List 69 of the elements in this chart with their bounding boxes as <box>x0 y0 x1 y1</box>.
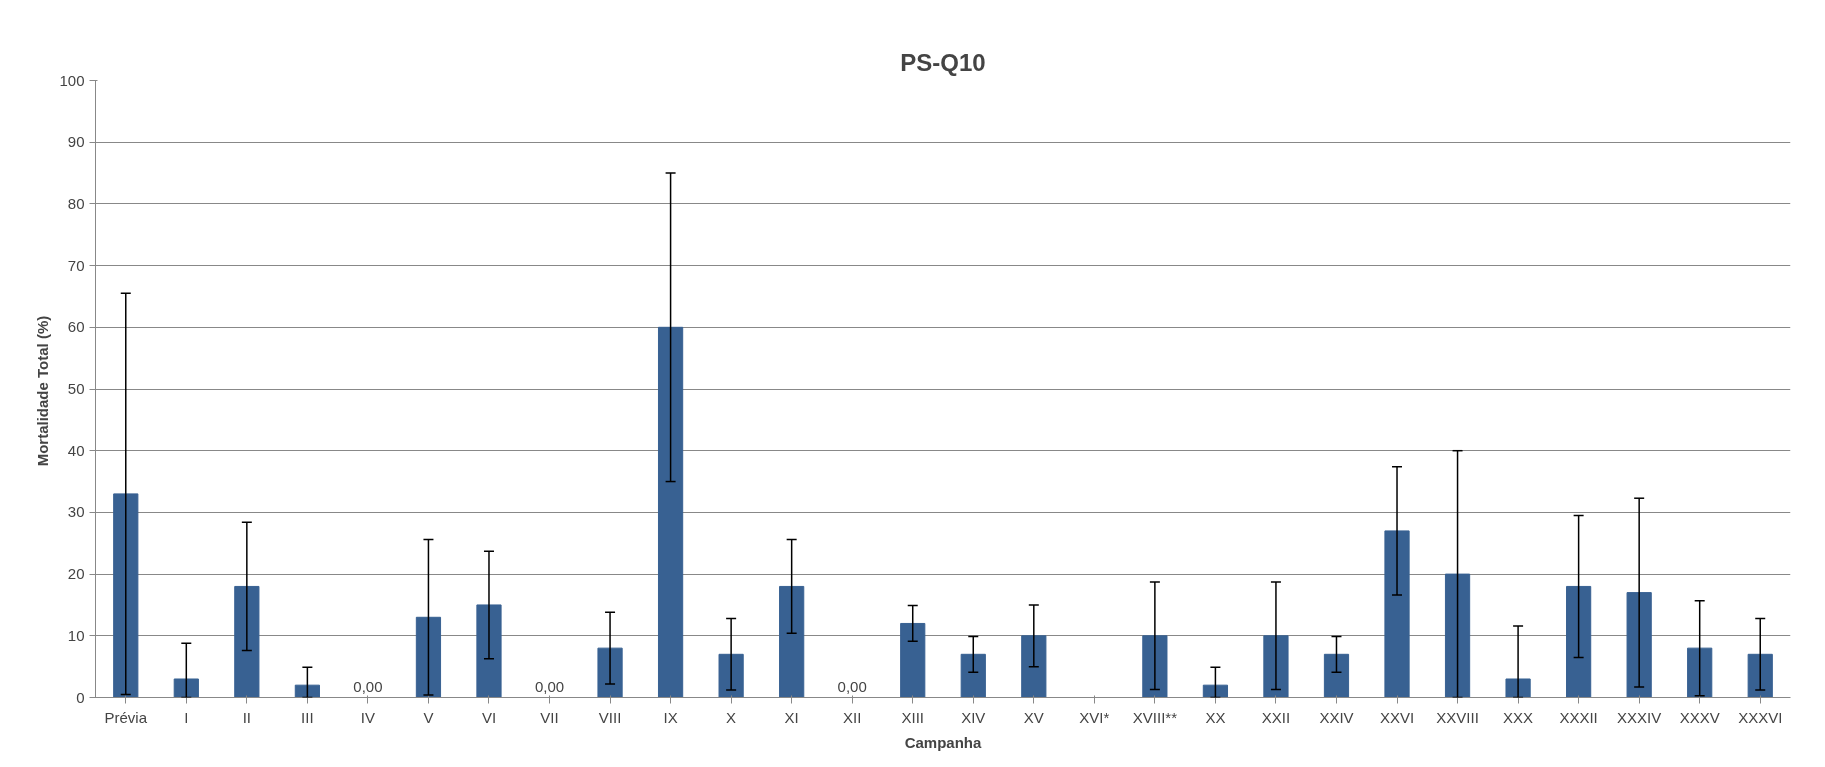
data-label: 0,00 <box>534 677 565 695</box>
x-tick-label: III <box>301 708 314 726</box>
x-tick-label: XXVI <box>1379 708 1415 726</box>
y-axis-title: Mortalidade Total (%) <box>34 315 52 467</box>
y-tick-label: 60 <box>67 318 85 336</box>
y-tick-label: 100 <box>59 71 85 89</box>
x-tick-label: II <box>242 708 252 726</box>
x-tick-label: XXXII <box>1559 708 1598 726</box>
bar <box>597 647 623 698</box>
bar <box>1687 647 1713 698</box>
x-tick-label: XII <box>843 708 862 726</box>
bar <box>1384 530 1410 698</box>
y-tick-label: 50 <box>67 380 85 397</box>
x-tick-label: XXXIV <box>1617 708 1662 726</box>
bar <box>294 684 320 698</box>
bar <box>1505 678 1531 698</box>
x-tick-label: IV <box>360 708 376 726</box>
bar <box>415 616 442 698</box>
bar <box>1142 635 1168 698</box>
bar <box>476 604 502 698</box>
bar <box>779 585 805 698</box>
x-tick-label: XV <box>1023 708 1044 726</box>
bar <box>234 585 260 698</box>
x-tick-label: XIII <box>901 708 924 726</box>
x-tick-label: I <box>184 708 189 726</box>
bar <box>113 493 139 698</box>
data-label: 0,00 <box>837 677 867 695</box>
bar <box>173 678 199 698</box>
x-tick-label: Prévia <box>104 708 148 726</box>
y-tick-label: 10 <box>67 626 85 644</box>
x-tick-label: XX <box>1205 708 1226 726</box>
data-label: 0,00 <box>353 677 383 695</box>
bar <box>657 326 684 698</box>
bar <box>1323 653 1350 698</box>
x-tick-label: V <box>423 708 434 726</box>
y-tick-label: 40 <box>67 441 85 459</box>
y-tick-label: 20 <box>67 565 85 583</box>
x-tick-label: XVI* <box>1079 708 1110 726</box>
x-tick-label: XXII <box>1261 708 1291 726</box>
x-tick-label: XI <box>784 708 799 726</box>
bar <box>1021 635 1047 698</box>
y-tick-label: 0 <box>76 688 85 706</box>
x-tick-label: VIII <box>598 708 622 726</box>
x-tick-label: XXXVI <box>1738 708 1783 726</box>
bar <box>1444 573 1471 698</box>
x-tick-label: X <box>726 708 737 726</box>
y-tick-label: 30 <box>67 503 85 521</box>
bar <box>718 653 744 698</box>
bar <box>900 622 926 698</box>
bar <box>1747 653 1773 698</box>
x-tick-label: VII <box>540 708 559 726</box>
x-tick-label: IX <box>663 708 678 726</box>
bar <box>1566 585 1592 698</box>
x-tick-label: XXXV <box>1679 708 1720 726</box>
y-tick-label: 80 <box>67 194 85 212</box>
bar <box>1263 635 1289 698</box>
x-tick-label: XXX <box>1503 708 1534 726</box>
y-tick-label: 70 <box>67 256 85 274</box>
bar <box>1626 592 1652 698</box>
chart-title: PS-Q10 <box>900 48 986 76</box>
x-tick-label: XIV <box>961 708 986 726</box>
x-axis-title: Campanha <box>904 733 982 751</box>
bar <box>1202 684 1229 698</box>
x-tick-label: VI <box>481 708 497 726</box>
bar <box>960 653 986 698</box>
x-tick-label: XVIII** <box>1132 708 1178 726</box>
x-tick-label: XXIV <box>1319 708 1354 726</box>
y-tick-label: 90 <box>67 133 85 151</box>
x-tick-label: XXVIII <box>1436 708 1479 726</box>
